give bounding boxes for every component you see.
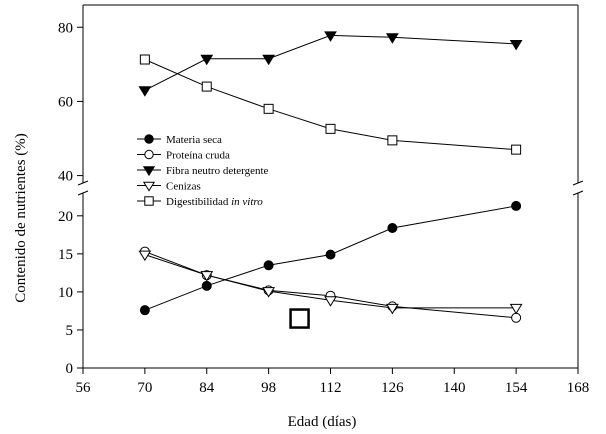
axis-break-right-upper [572,180,584,186]
legend: Materia seca Proteína cruda Fibra neutro d… [137,134,269,208]
x-tick-label: 112 [320,380,342,396]
data-point [511,144,522,155]
chart-axes: 56 70 84 98 112 126 140 154 168 40 60 80 0 5 10 15 20 [58,4,590,396]
legend-item: Materia seca [137,134,222,146]
stray-square-marker [289,308,310,329]
legend-marker [144,134,154,144]
y-axis-title: Contenido de nutrientes (%) [13,133,29,303]
data-point [325,123,336,134]
data-point [139,54,150,65]
legend-marker [144,149,154,160]
data-point [262,54,276,66]
series-digestibilidad-in-vitro [139,54,522,155]
series-line [144,254,517,309]
data-point [324,296,337,307]
data-point [200,271,214,282]
x-tick-label: 154 [505,380,528,396]
legend-item: Digestibilidad in vitro [137,196,263,208]
series-line [144,34,517,91]
legend-item: Fibra neutro detergente [137,165,269,177]
x-tick-label: 56 [76,380,92,396]
legend-item: Proteína cruda [137,150,230,162]
data-point [263,103,274,114]
data-point [263,260,274,271]
series-line [144,59,517,151]
x-tick-label: 140 [443,380,466,396]
y-tick-label-upper: 40 [58,169,73,185]
x-axis-title: Edad (días) [288,414,357,430]
legend-label: Materia seca [166,134,222,146]
series-layer [138,31,523,329]
axis-break-right-lower [572,190,584,196]
data-point [385,33,399,44]
data-point [509,303,523,315]
legend-marker [144,196,154,206]
y-tick-label-lower: 20 [58,209,73,225]
y-tick-label-lower: 15 [58,247,73,263]
y-tick-label-lower: 10 [58,285,73,301]
series-line [144,205,517,311]
series-fibra-neutro-detergente [138,31,523,97]
x-tick-label: 168 [567,380,590,396]
axis-break-left-upper [77,180,89,186]
data-point [138,86,152,97]
legend-label: Digestibilidad in vitro [166,196,263,208]
data-point [511,312,522,323]
x-tick-label: 126 [381,380,404,396]
data-point [200,54,214,66]
legend-label: Cenizas [166,181,201,193]
legend-marker [142,181,156,192]
data-point [385,303,399,315]
y-tick-label-lower: 0 [66,361,74,377]
data-point [201,81,212,92]
data-point [511,200,522,211]
data-point [139,305,150,316]
legend-marker [142,166,156,177]
data-point [201,280,212,291]
series-cenizas [138,250,523,315]
data-point [138,250,152,262]
x-tick-label: 98 [261,380,276,396]
data-point [262,287,276,298]
legend-item: Cenizas [137,181,201,193]
x-tick-label: 70 [137,380,152,396]
legend-label: Fibra neutro detergente [166,165,269,177]
data-point [324,31,337,42]
data-point [387,223,398,233]
legend-label: Proteína cruda [166,150,230,162]
axis-break-left-lower [77,190,89,196]
data-point [387,135,398,146]
x-tick-label: 84 [199,380,215,396]
series-materia-seca [139,200,522,316]
data-point [325,249,336,260]
data-point [509,39,523,51]
y-tick-label-upper: 80 [58,20,73,36]
y-tick-label-upper: 60 [58,94,73,110]
y-tick-label-lower: 5 [66,323,74,339]
